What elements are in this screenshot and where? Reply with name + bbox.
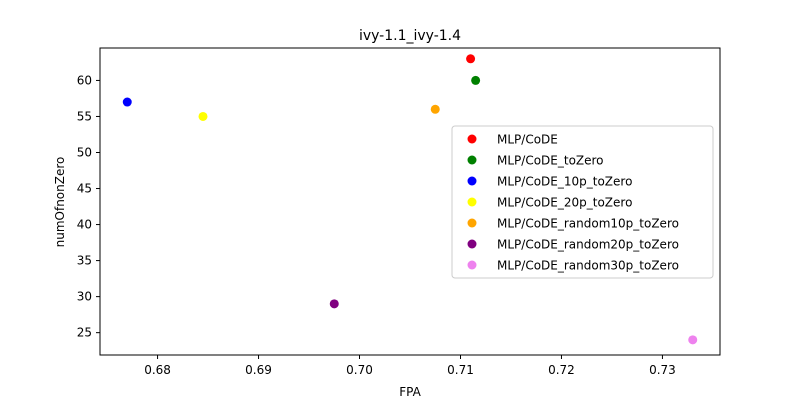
x-tick-label: 0.68 [144,363,171,377]
y-axis-ticks: 25 30 35 40 45 50 55 60 [77,73,100,340]
x-axis-label: FPA [399,385,421,399]
y-tick-label: 30 [77,290,92,304]
plot-frame [99,47,721,356]
legend-marker [467,155,477,165]
x-tick-label: 0.69 [245,363,272,377]
legend-marker [467,176,477,186]
x-axis-ticks: 0.68 0.69 0.70 0.71 0.72 0.73 [144,355,676,377]
legend-entries: MLP/CoDE MLP/CoDE_toZero MLP/CoDE_10p_toZe… [467,133,679,273]
legend-marker [467,239,477,249]
legend-frame [451,125,714,279]
y-tick-label: 45 [77,182,92,196]
legend-label: MLP/CoDE_random20p_toZero [497,238,679,252]
legend-label: MLP/CoDE [497,133,558,147]
y-axis-label: numOfnonZero [53,157,67,248]
legend-label: MLP/CoDE_10p_toZero [497,175,632,189]
data-point [122,97,132,107]
data-point [329,299,339,309]
data-point [466,54,476,64]
y-tick-label: 55 [77,109,92,123]
y-tick-label: 60 [77,73,92,87]
y-tick-label: 50 [77,145,92,159]
legend-marker [467,260,477,270]
y-tick-label: 40 [77,218,92,232]
x-tick-label: 0.72 [548,363,575,377]
data-point [471,75,481,85]
data-point [198,111,208,121]
legend-label: MLP/CoDE_random10p_toZero [497,217,679,231]
x-tick-label: 0.70 [346,363,373,377]
x-tick-label: 0.71 [447,363,474,377]
legend: MLP/CoDE MLP/CoDE_toZero MLP/CoDE_10p_toZe… [451,125,714,279]
data-point [430,104,440,114]
legend-marker [467,197,477,207]
chart-title: ivy-1.1_ivy-1.4 [359,28,461,44]
data-point [688,335,698,345]
y-tick-label: 25 [77,326,92,340]
legend-label: MLP/CoDE_random30p_toZero [497,259,679,273]
legend-marker [467,218,477,228]
plot-marks [122,54,698,345]
legend-marker [467,134,477,144]
x-tick-label: 0.73 [649,363,676,377]
legend-label: MLP/CoDE_20p_toZero [497,196,632,210]
legend-label: MLP/CoDE_toZero [497,154,604,168]
y-tick-label: 35 [77,254,92,268]
